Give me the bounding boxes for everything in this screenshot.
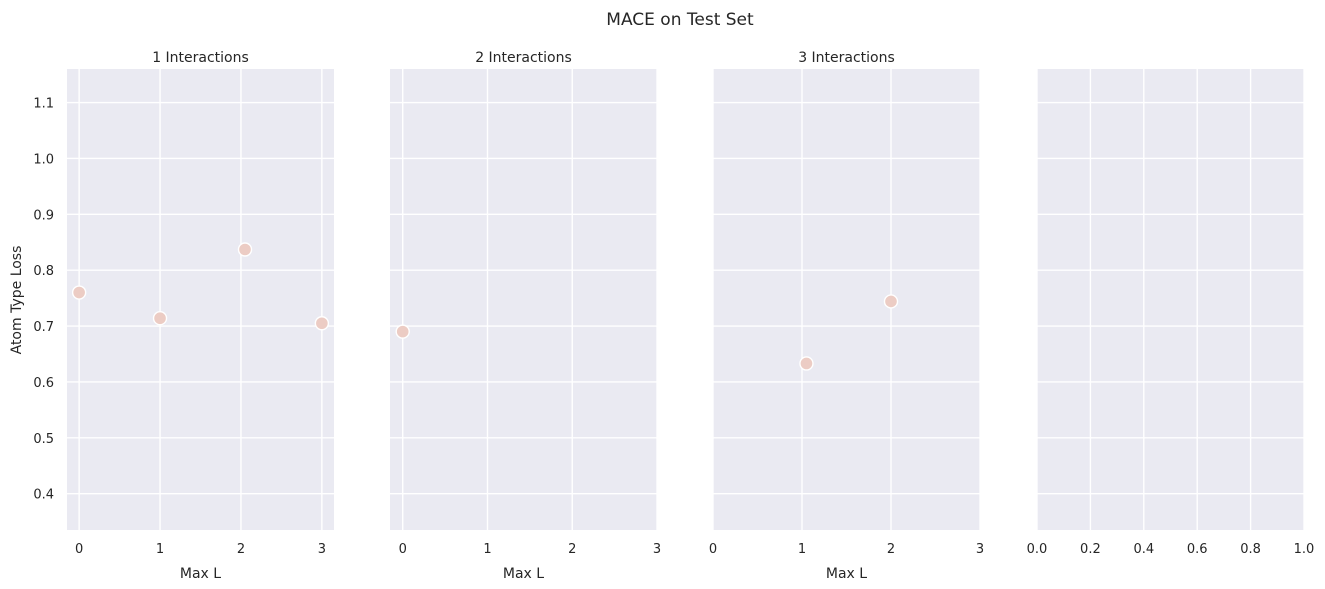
y-tick-label: 0.4: [33, 488, 54, 503]
x-tick-label: 3: [318, 542, 326, 557]
x-tick-label: 1.0: [1294, 542, 1315, 557]
subplot-title: 3 Interactions: [798, 50, 895, 66]
x-tick-label: 0.4: [1133, 542, 1154, 557]
x-tick-label: 2: [887, 542, 895, 557]
data-point: [799, 356, 814, 371]
x-tick-label: 1: [483, 542, 491, 557]
data-point: [237, 242, 253, 257]
x-tick-label: 0: [75, 542, 83, 557]
x-axis-label: Max L: [503, 566, 544, 582]
data-point: [395, 324, 410, 339]
subplots: 0 1 2 3 0.4 0.5 0.6 0.7 0.8 0.9 1.0 1.1 1 Interactio…: [33, 50, 1314, 582]
y-tick-label: 0.5: [33, 432, 54, 447]
y-tick-label: 0.8: [33, 264, 54, 279]
x-axis-label: Max L: [826, 566, 867, 582]
x-tick-label: 3: [653, 542, 661, 557]
plot-area: [1037, 69, 1304, 530]
figure-title: MACE on Test Set: [606, 10, 754, 30]
y-tick-label: 1.0: [33, 152, 54, 167]
data-point: [71, 285, 87, 300]
y-axis-label: Atom Type Loss: [9, 246, 25, 355]
plot-area: [67, 69, 334, 530]
x-tick-label: 0: [709, 542, 717, 557]
y-tick-label: 0.9: [33, 208, 54, 223]
x-tick-label: 0.6: [1187, 542, 1208, 557]
subplot-4: 0.0 0.2 0.4 0.6 0.8 1.0: [1027, 69, 1315, 557]
subplot-3: 0 1 2 3 3 Interactions Max L: [709, 50, 984, 582]
plot-area: [713, 69, 980, 530]
x-tick-label: 2: [568, 542, 576, 557]
x-tick-label: 0: [399, 542, 407, 557]
y-tick-label: 0.6: [33, 376, 54, 391]
x-tick-label: 1: [798, 542, 806, 557]
x-tick-label: 2: [237, 542, 245, 557]
subplot-1: 0 1 2 3 0.4 0.5 0.6 0.7 0.8 0.9 1.0 1.1 1 Interactio…: [33, 50, 334, 582]
x-tick-label: 1: [156, 542, 164, 557]
data-point: [152, 311, 168, 326]
x-tick-label: 0.0: [1027, 542, 1048, 557]
subplot-title: 2 Interactions: [475, 50, 572, 66]
x-tick-label: 3: [976, 542, 984, 557]
y-tick-label: 0.7: [33, 320, 54, 335]
subplot-2: 0 1 2 3 2 Interactions Max L: [390, 50, 661, 582]
y-tick-label: 1.1: [33, 97, 54, 112]
x-tick-label: 0.8: [1240, 542, 1261, 557]
data-point: [883, 294, 899, 309]
subplot-title: 1 Interactions: [152, 50, 249, 66]
data-point: [314, 316, 330, 331]
plot-area: [390, 69, 657, 530]
x-axis-label: Max L: [180, 566, 221, 582]
x-tick-label: 0.2: [1080, 542, 1101, 557]
